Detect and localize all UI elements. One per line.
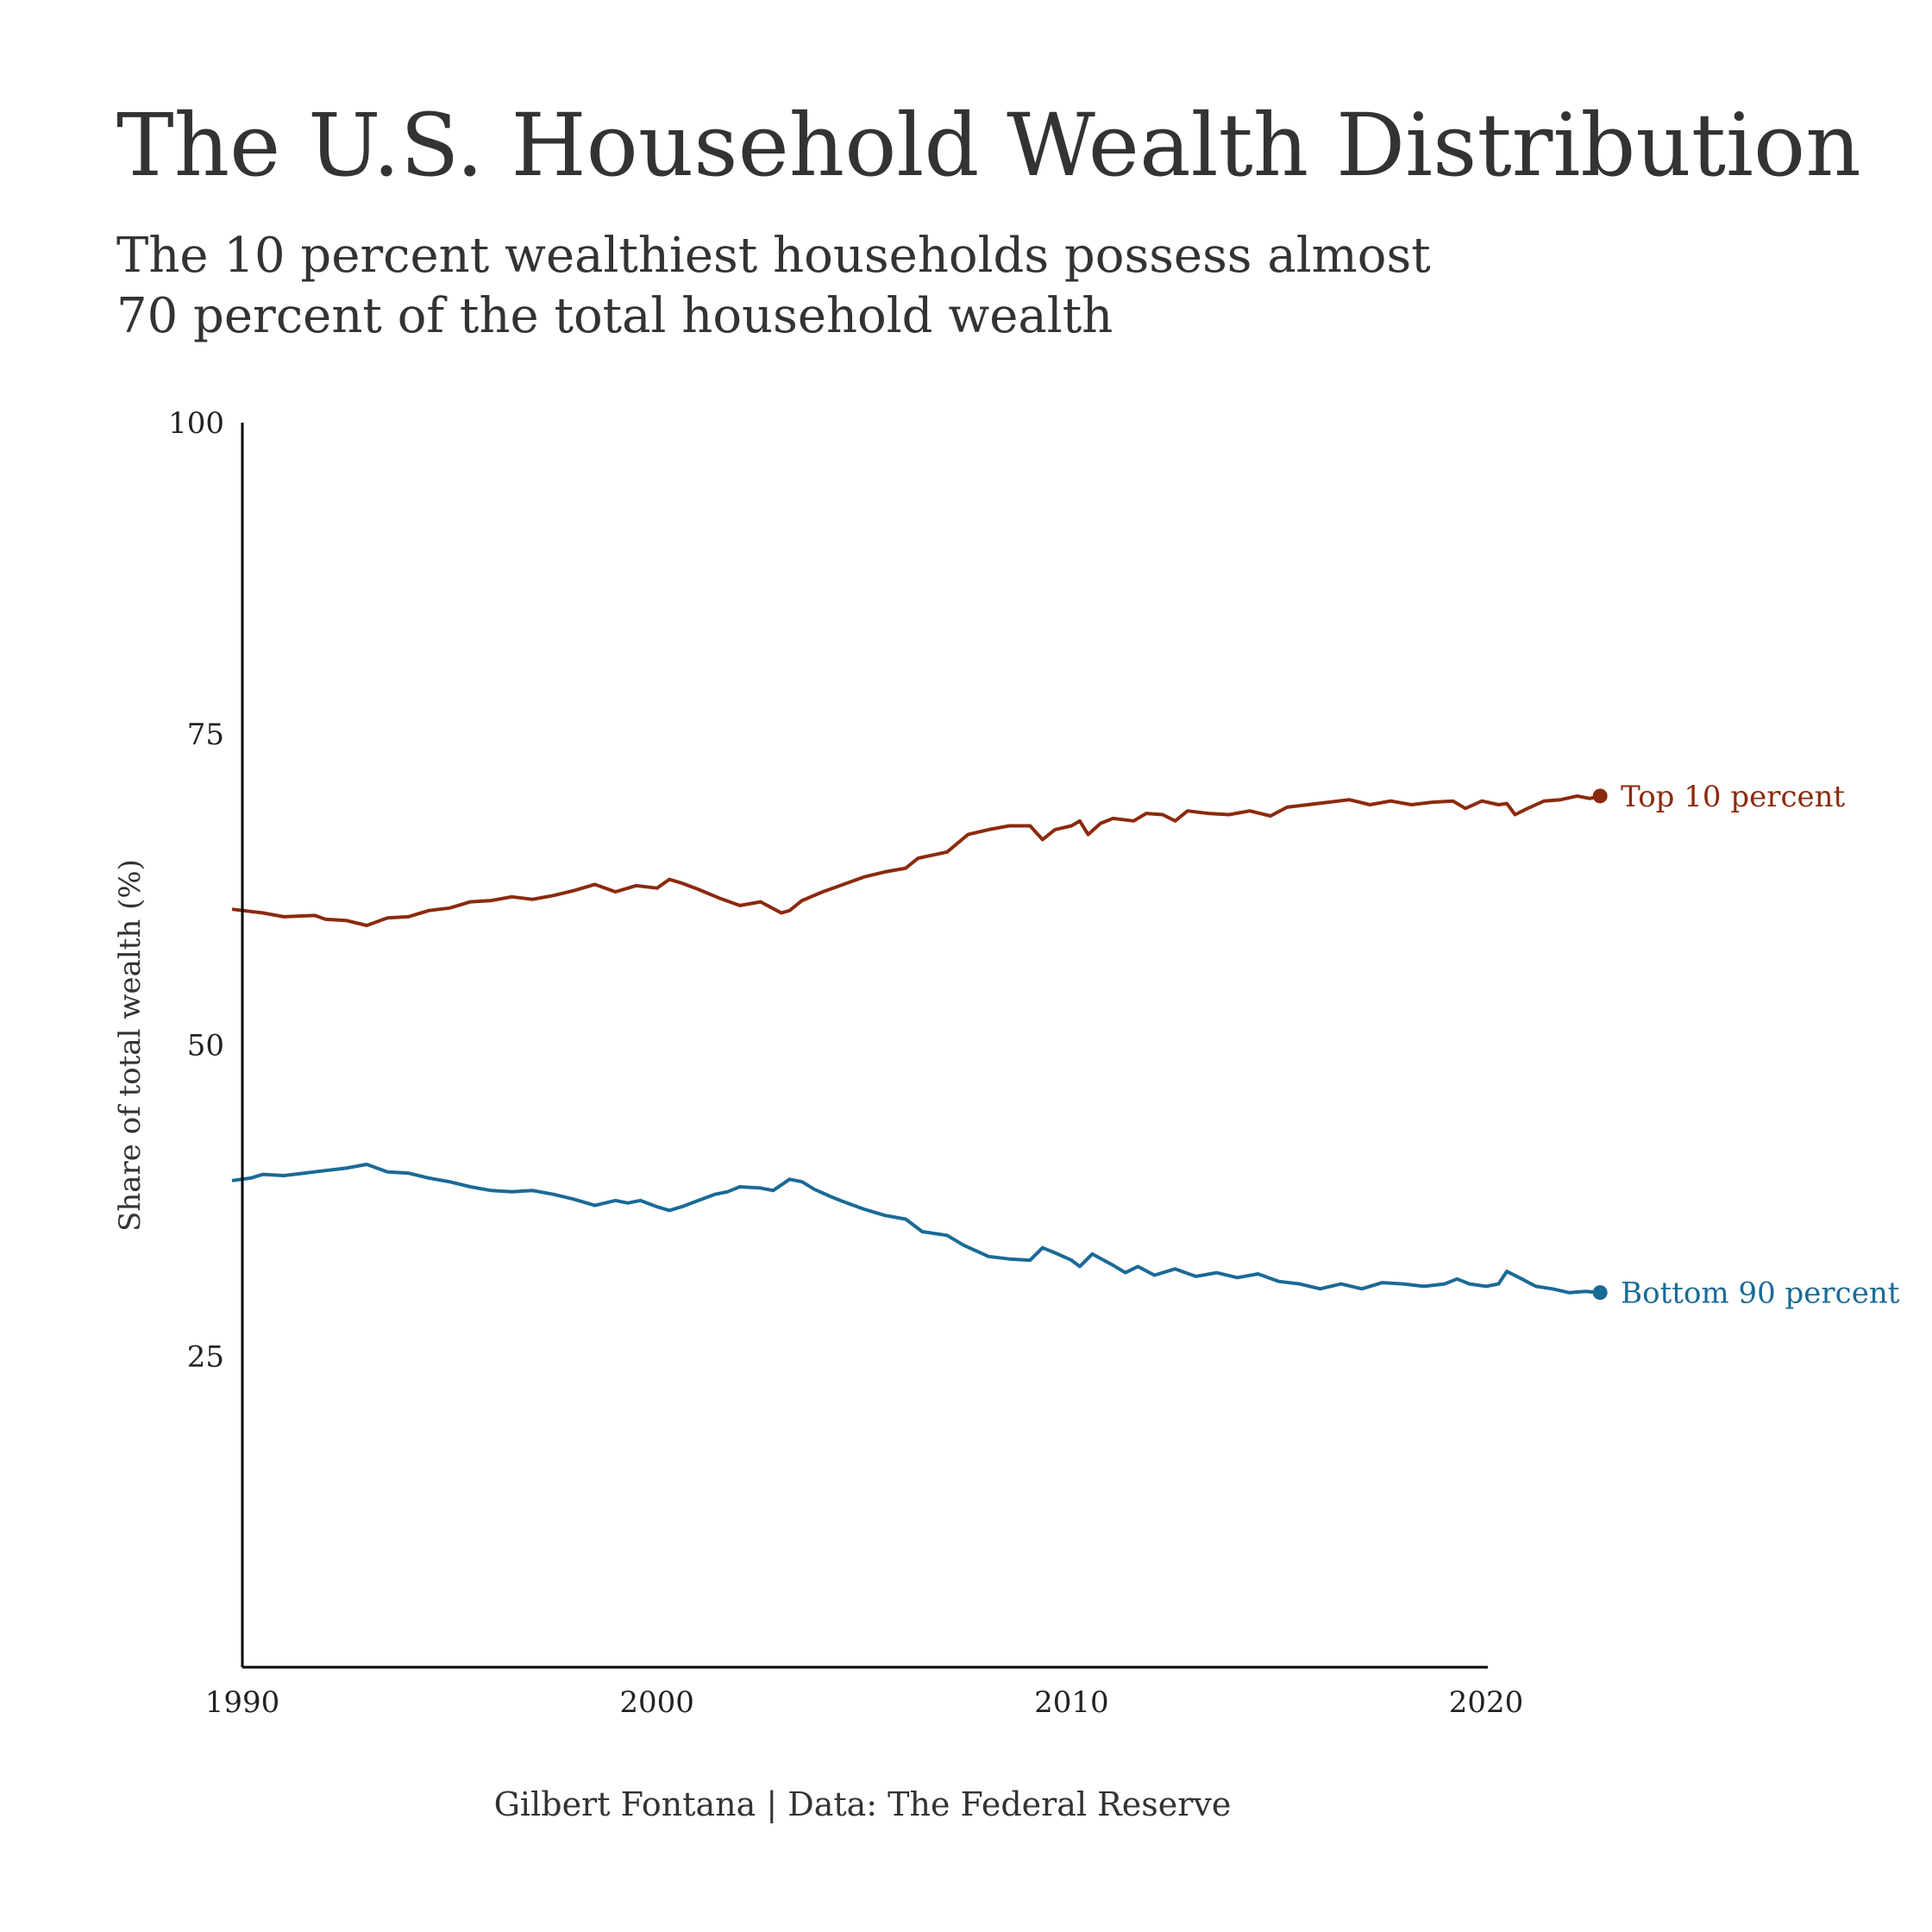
y-tick-label: 25 [187,1339,224,1374]
x-tick-label: 2000 [619,1685,694,1720]
series-end-point [1592,788,1608,804]
subtitle-line-1: The 10 percent wealthiest households pos… [116,228,1431,284]
chart-subtitle: The 10 percent wealthiest households pos… [116,226,1755,347]
series-end-point [1592,1285,1608,1301]
series-layer: Top 10 percent Bottom 90 percent [231,780,1900,1311]
x-tick-label: 1990 [205,1685,280,1720]
series-line-top-10 [231,794,1601,927]
source-caption: Gilbert Fontana | Data: The Federal Rese… [493,1785,1232,1823]
chart-title: The U.S. Household Wealth Distribution [116,95,1861,196]
y-axis-label: Share of total wealth (%) [113,859,147,1232]
y-axis-ticks: 25 50 75 100 [168,406,224,1374]
x-axis-ticks: 1990 2000 2010 2020 [205,1685,1524,1720]
series-line-bottom-90 [231,1163,1601,1295]
y-tick-label: 75 [187,718,224,752]
y-tick-label: 100 [168,406,224,441]
series-end-label: Top 10 percent [1621,780,1845,814]
y-tick-label: 50 [187,1029,224,1063]
x-tick-label: 2010 [1034,1685,1109,1720]
subtitle-line-2: 70 percent of the total household wealth [116,288,1113,344]
series-end-label: Bottom 90 percent [1621,1276,1900,1311]
x-tick-label: 2020 [1449,1685,1524,1720]
